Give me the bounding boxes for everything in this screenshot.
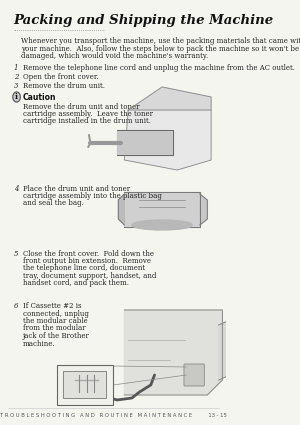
Text: the telephone line cord, document: the telephone line cord, document [22, 264, 145, 272]
Text: cartridge assembly into the plastic bag: cartridge assembly into the plastic bag [22, 192, 161, 200]
Text: Remove the telephone line cord and unplug the machine from the AC outlet.: Remove the telephone line cord and unplu… [22, 64, 295, 72]
Text: front output bin extension.  Remove: front output bin extension. Remove [22, 257, 151, 265]
Text: If Cassette #2 is: If Cassette #2 is [22, 302, 81, 310]
Polygon shape [118, 194, 124, 225]
Text: T R O U B L E S H O O T I N G   A N D   R O U T I N E   M A I N T E N A N C E   : T R O U B L E S H O O T I N G A N D R O … [0, 413, 226, 418]
Text: the modular cable: the modular cable [22, 317, 87, 325]
Text: from the modular: from the modular [22, 325, 85, 332]
Text: 5: 5 [14, 250, 18, 258]
Text: i: i [15, 93, 18, 101]
Text: damaged, which would void the machine's warranty.: damaged, which would void the machine's … [21, 52, 208, 60]
FancyBboxPatch shape [184, 364, 204, 386]
Text: Remove the drum unit.: Remove the drum unit. [22, 82, 105, 90]
Text: 4: 4 [14, 185, 18, 193]
Text: cartridge assembly.  Leave the toner: cartridge assembly. Leave the toner [22, 110, 153, 118]
Text: 2: 2 [14, 73, 18, 81]
FancyBboxPatch shape [63, 371, 106, 398]
Text: Caution: Caution [22, 93, 56, 102]
Text: 6: 6 [14, 302, 18, 310]
Ellipse shape [132, 220, 192, 230]
Polygon shape [200, 194, 207, 225]
Polygon shape [117, 130, 173, 155]
Text: handset cord, and pack them.: handset cord, and pack them. [22, 279, 129, 287]
Polygon shape [124, 192, 200, 227]
Polygon shape [124, 310, 222, 395]
Polygon shape [219, 315, 241, 380]
Text: tray, document support, handset, and: tray, document support, handset, and [22, 272, 156, 280]
Text: 1: 1 [14, 64, 18, 72]
Text: Whenever you transport the machine, use the packing materials that came with: Whenever you transport the machine, use … [21, 37, 300, 45]
Text: cartridge installed in the drum unit.: cartridge installed in the drum unit. [22, 117, 151, 125]
Text: Remove the drum unit and toner: Remove the drum unit and toner [22, 103, 139, 111]
Text: connected, unplug: connected, unplug [22, 309, 88, 317]
Text: machine.: machine. [22, 340, 55, 348]
Text: and seal the bag.: and seal the bag. [22, 199, 83, 207]
Text: Open the front cover.: Open the front cover. [22, 73, 98, 81]
Text: .................................................: ........................................… [14, 27, 105, 32]
Text: Place the drum unit and toner: Place the drum unit and toner [22, 185, 130, 193]
Circle shape [13, 92, 20, 102]
Polygon shape [128, 87, 211, 110]
Text: jack of the Brother: jack of the Brother [22, 332, 89, 340]
Text: Close the front cover.  Fold down the: Close the front cover. Fold down the [22, 250, 154, 258]
Text: 3: 3 [14, 82, 18, 90]
FancyBboxPatch shape [56, 365, 113, 405]
Text: Packing and Shipping the Machine: Packing and Shipping the Machine [14, 14, 274, 27]
Polygon shape [124, 110, 211, 170]
Text: your machine.  Also, follow the steps below to pack the machine so it won't be: your machine. Also, follow the steps bel… [21, 45, 299, 53]
